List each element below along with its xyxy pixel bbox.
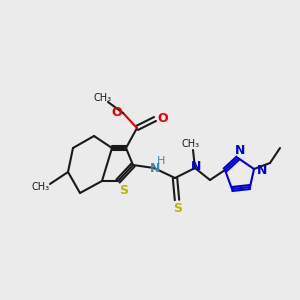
Text: O: O: [158, 112, 168, 124]
Text: H: H: [157, 156, 165, 166]
Text: N: N: [150, 163, 160, 176]
Text: N: N: [257, 164, 267, 178]
Text: S: S: [119, 184, 128, 196]
Text: N: N: [235, 143, 245, 157]
Text: N: N: [191, 160, 201, 173]
Text: O: O: [112, 106, 122, 118]
Text: S: S: [173, 202, 182, 215]
Text: CH₃: CH₃: [94, 93, 112, 103]
Text: CH₃: CH₃: [182, 139, 200, 149]
Text: CH₃: CH₃: [32, 182, 50, 192]
